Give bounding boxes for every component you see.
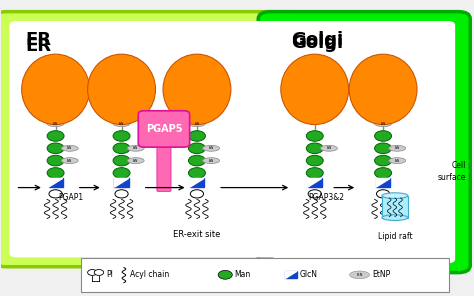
Circle shape <box>49 190 62 198</box>
Ellipse shape <box>22 54 90 125</box>
Circle shape <box>374 143 392 154</box>
Text: EtN: EtN <box>381 122 386 126</box>
Text: EtN: EtN <box>133 159 138 163</box>
Text: Lipid raft: Lipid raft <box>378 231 412 241</box>
Text: PGAP5: PGAP5 <box>146 124 182 134</box>
Text: Cell
surface: Cell surface <box>437 161 465 182</box>
Polygon shape <box>376 178 390 187</box>
Circle shape <box>47 131 64 141</box>
Circle shape <box>306 155 323 166</box>
Text: EtN: EtN <box>67 146 73 150</box>
Text: EtN: EtN <box>67 159 73 163</box>
Circle shape <box>88 270 97 275</box>
Ellipse shape <box>88 54 155 125</box>
Ellipse shape <box>374 121 392 127</box>
FancyBboxPatch shape <box>258 12 470 273</box>
FancyBboxPatch shape <box>138 111 190 147</box>
Text: ER: ER <box>25 31 51 49</box>
Polygon shape <box>285 271 297 279</box>
Circle shape <box>47 143 64 154</box>
Polygon shape <box>308 178 322 187</box>
Ellipse shape <box>320 145 337 151</box>
Ellipse shape <box>47 121 64 127</box>
Bar <box>115 178 128 187</box>
Circle shape <box>115 190 128 198</box>
Text: EtN: EtN <box>194 122 200 126</box>
Text: PGAP1: PGAP1 <box>59 194 84 202</box>
Ellipse shape <box>113 121 130 127</box>
Text: EtNP: EtNP <box>373 270 391 279</box>
Text: Golgi: Golgi <box>291 31 343 49</box>
Ellipse shape <box>127 158 144 164</box>
Circle shape <box>113 168 130 178</box>
Polygon shape <box>48 178 63 187</box>
Ellipse shape <box>349 54 417 125</box>
Circle shape <box>306 168 323 178</box>
Ellipse shape <box>382 193 408 199</box>
Circle shape <box>189 168 205 178</box>
Ellipse shape <box>281 54 349 125</box>
Polygon shape <box>115 178 128 187</box>
Text: EtN: EtN <box>209 159 214 163</box>
Circle shape <box>47 168 64 178</box>
Circle shape <box>306 143 323 154</box>
Circle shape <box>374 168 392 178</box>
Bar <box>190 178 204 187</box>
Circle shape <box>113 155 130 166</box>
Text: Man: Man <box>235 270 251 279</box>
Circle shape <box>218 271 232 279</box>
Text: EtN: EtN <box>209 146 214 150</box>
Text: EtN: EtN <box>394 159 400 163</box>
Circle shape <box>306 131 323 141</box>
Bar <box>376 178 390 187</box>
Ellipse shape <box>61 158 78 164</box>
Circle shape <box>374 131 392 141</box>
Bar <box>382 196 408 218</box>
Circle shape <box>191 190 203 198</box>
Circle shape <box>47 155 64 166</box>
Circle shape <box>113 143 130 154</box>
Circle shape <box>374 155 392 166</box>
Text: EtN: EtN <box>133 146 138 150</box>
Ellipse shape <box>163 54 231 125</box>
Ellipse shape <box>389 158 406 164</box>
Text: ER: ER <box>25 37 51 54</box>
Ellipse shape <box>202 145 219 151</box>
Polygon shape <box>190 178 204 187</box>
Text: Acyl chain: Acyl chain <box>129 270 169 279</box>
Circle shape <box>308 190 321 198</box>
Text: EtN: EtN <box>326 146 331 150</box>
Ellipse shape <box>350 271 369 279</box>
Circle shape <box>376 190 390 198</box>
Circle shape <box>113 131 130 141</box>
Text: EtN: EtN <box>53 122 58 126</box>
Circle shape <box>189 131 205 141</box>
Text: PI: PI <box>107 270 113 279</box>
Ellipse shape <box>389 145 406 151</box>
Circle shape <box>189 155 205 166</box>
Text: Golgi: Golgi <box>291 34 343 52</box>
FancyBboxPatch shape <box>9 21 285 257</box>
FancyBboxPatch shape <box>0 12 301 267</box>
Bar <box>285 271 297 279</box>
Text: ER-exit site: ER-exit site <box>173 230 220 239</box>
FancyBboxPatch shape <box>157 143 171 192</box>
FancyBboxPatch shape <box>273 21 455 263</box>
Text: PGAP3&2: PGAP3&2 <box>309 194 345 202</box>
Ellipse shape <box>61 145 78 151</box>
Text: EtN: EtN <box>394 146 400 150</box>
Bar <box>82 258 449 292</box>
Text: EtN: EtN <box>356 273 363 277</box>
Ellipse shape <box>189 121 205 127</box>
Text: GlcN: GlcN <box>300 270 318 279</box>
Circle shape <box>189 143 205 154</box>
Ellipse shape <box>127 145 144 151</box>
Bar <box>48 178 63 187</box>
Ellipse shape <box>382 215 408 221</box>
Circle shape <box>94 270 104 275</box>
Text: EtN: EtN <box>119 122 124 126</box>
Ellipse shape <box>202 158 219 164</box>
Bar <box>308 178 322 187</box>
